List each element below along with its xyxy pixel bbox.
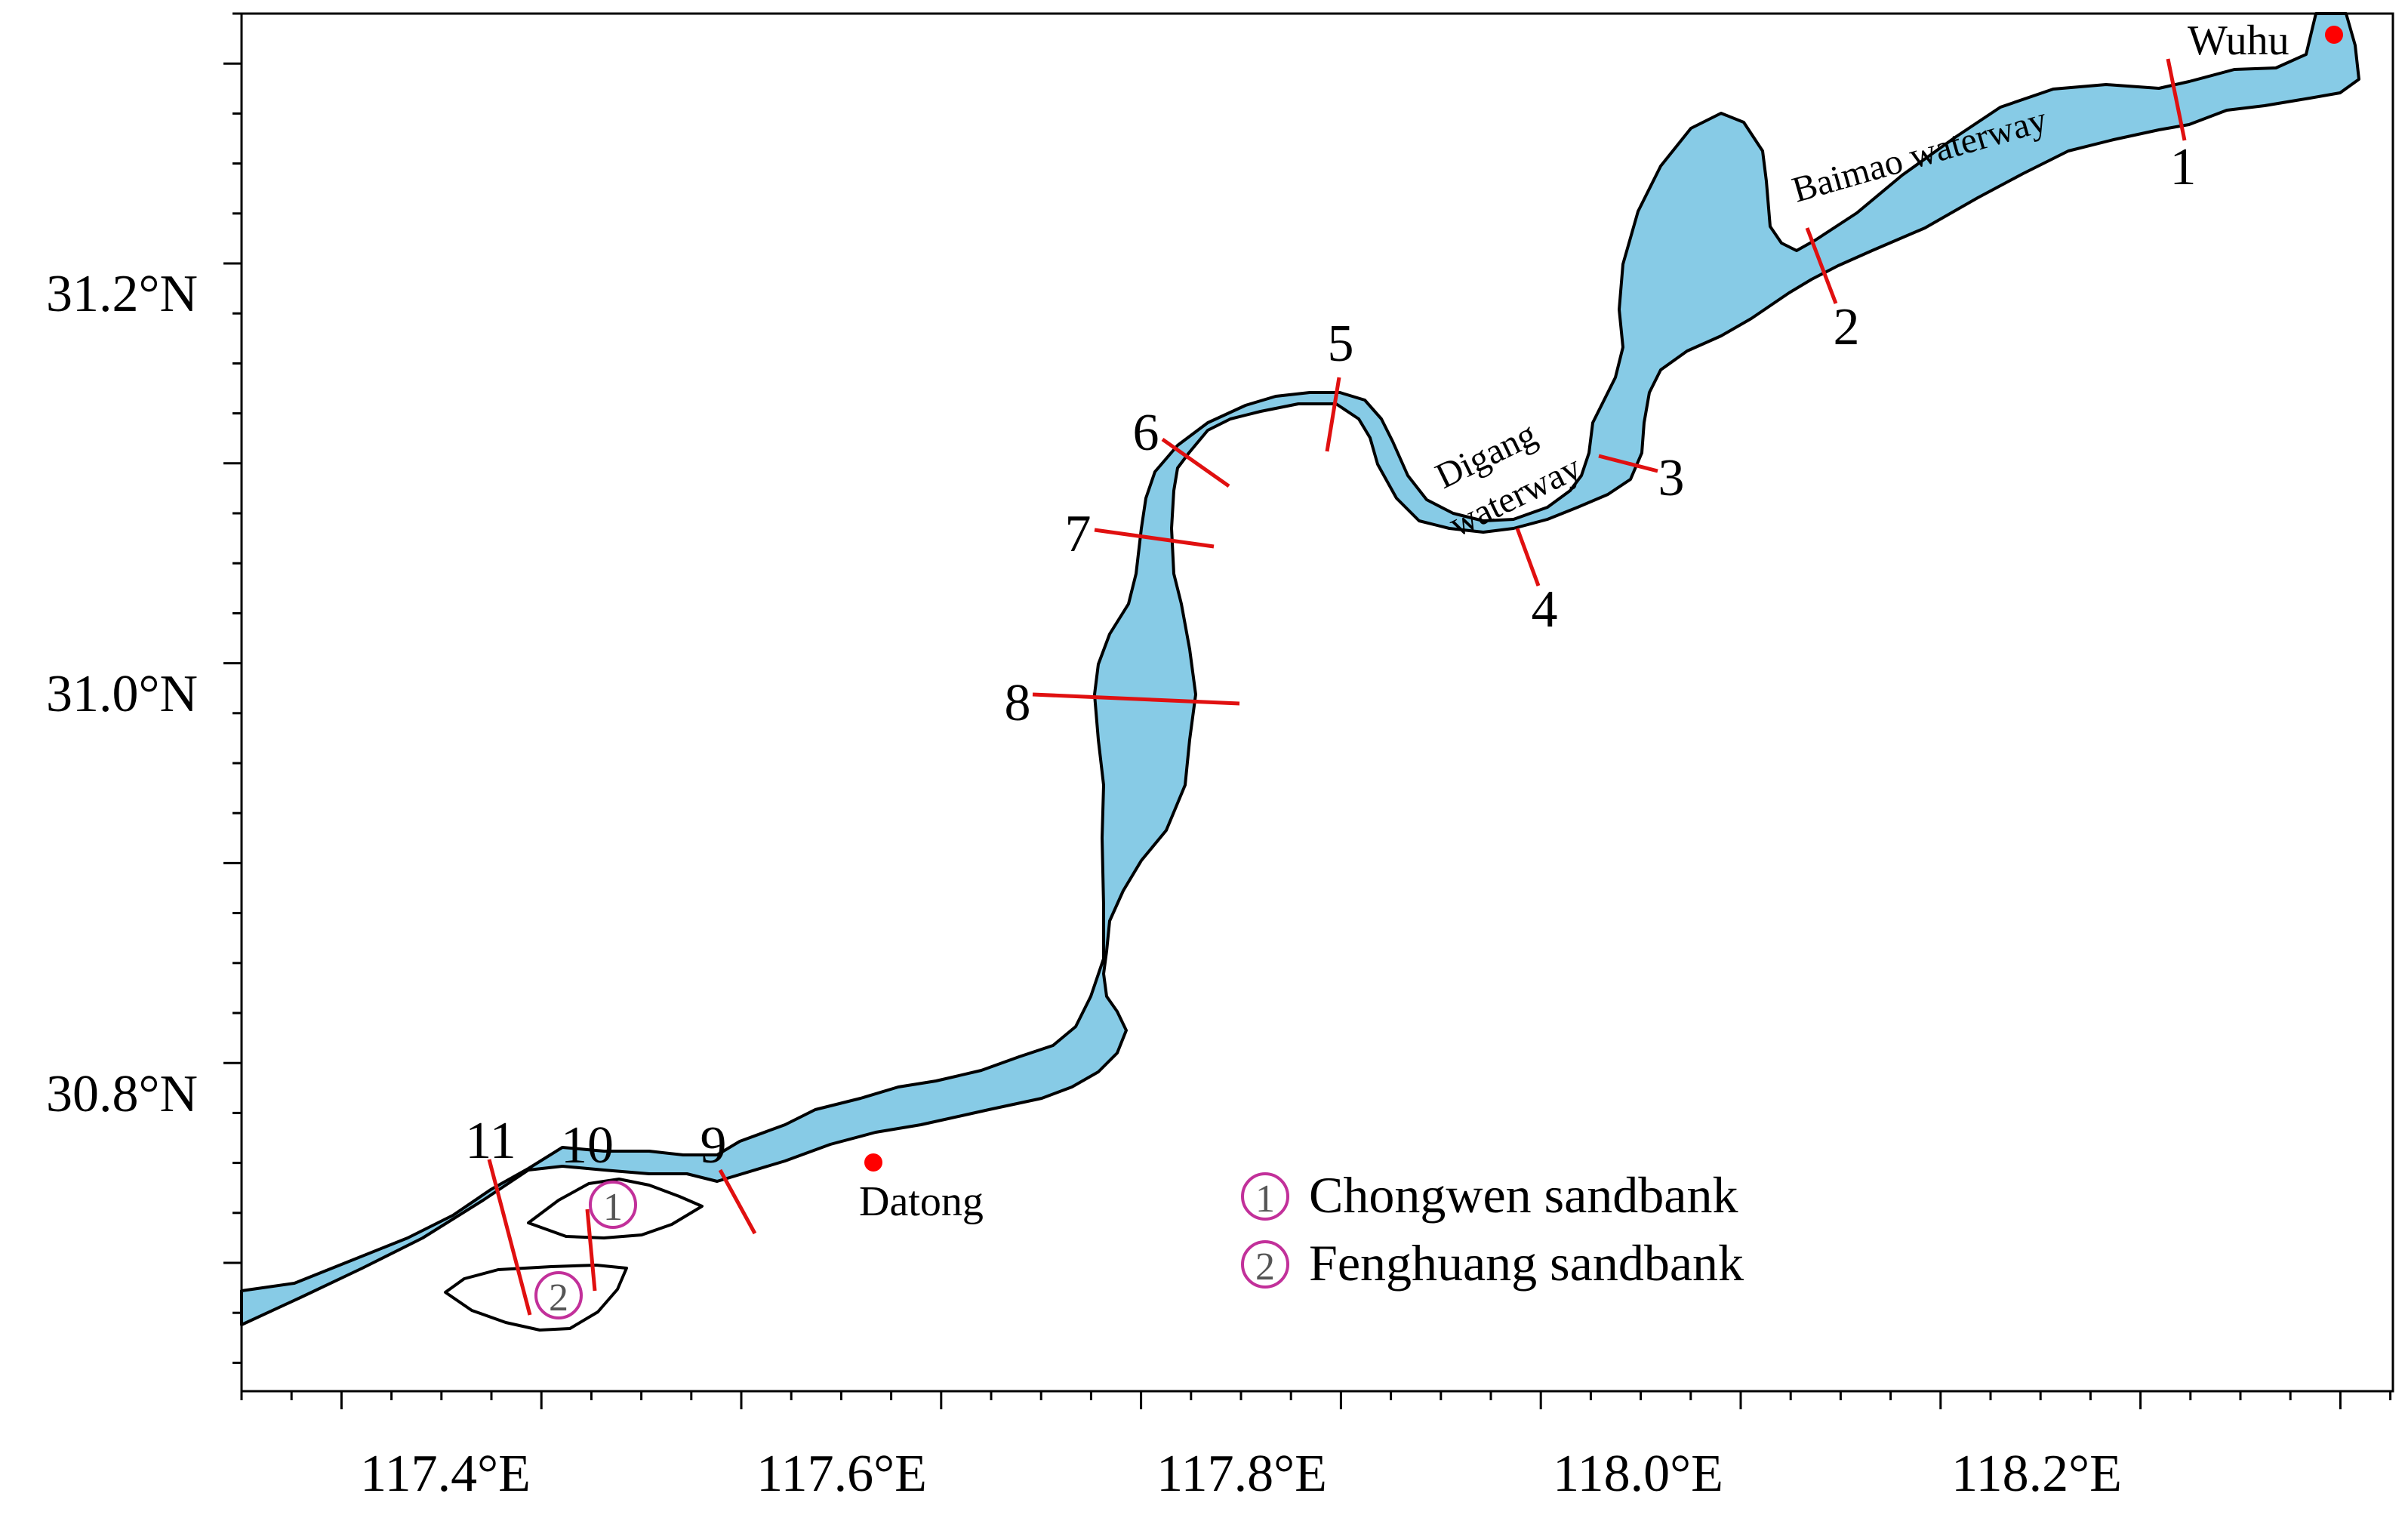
axis-ticks bbox=[223, 12, 2392, 1409]
legend-label: Fenghuang sandbank bbox=[1309, 1234, 1744, 1292]
x-tick-label: 117.4°E bbox=[360, 1445, 531, 1503]
y-tick-label: 31.0°N bbox=[46, 665, 198, 723]
section-number: 4 bbox=[1532, 580, 1558, 639]
legend-entry-fenghuang: 2 Fenghuang sandbank bbox=[1241, 1234, 1744, 1292]
section-number: 6 bbox=[1133, 404, 1159, 462]
city-marker-wuhu bbox=[2325, 26, 2343, 44]
section-number: 5 bbox=[1328, 315, 1354, 373]
sandbank-legend: 1 Chongwen sandbank 2 Fenghuang sandbank bbox=[1241, 1166, 1744, 1292]
legend-marker-number: 1 bbox=[1255, 1178, 1275, 1221]
section-line-7 bbox=[1094, 528, 1215, 549]
section-line-11 bbox=[487, 1159, 532, 1316]
section-number: 11 bbox=[465, 1112, 516, 1170]
section-line-3 bbox=[1598, 454, 1658, 473]
legend-entry-chongwen: 1 Chongwen sandbank bbox=[1241, 1166, 1738, 1224]
city-label-datong: Datong bbox=[859, 1178, 984, 1225]
cross-section-lines bbox=[487, 58, 2187, 1316]
section-line-9 bbox=[718, 1169, 757, 1235]
x-tick-label: 118.0°E bbox=[1553, 1445, 1723, 1503]
section-line-4 bbox=[1515, 528, 1541, 587]
section-line-10 bbox=[585, 1209, 597, 1292]
y-tick-label: 31.2°N bbox=[46, 265, 198, 323]
legend-label: Chongwen sandbank bbox=[1309, 1166, 1738, 1224]
section-number: 10 bbox=[561, 1116, 614, 1175]
x-tick-label: 117.8°E bbox=[1156, 1445, 1327, 1503]
section-line-2 bbox=[1805, 227, 1838, 304]
chongwen-sandbank-island bbox=[527, 1178, 704, 1239]
city-label-wuhu: Wuhu bbox=[2188, 17, 2289, 64]
yangtze-river-channel bbox=[240, 12, 2360, 1326]
legend-marker-number: 2 bbox=[1255, 1245, 1275, 1289]
x-tick-label: 117.6°E bbox=[756, 1445, 927, 1503]
section-number: 9 bbox=[701, 1116, 727, 1175]
x-tick-label: 118.2°E bbox=[1951, 1445, 2122, 1503]
sandbank-marker-2-map: 2 bbox=[534, 1271, 583, 1319]
section-line-1 bbox=[2166, 58, 2187, 141]
sandbank-marker-number: 2 bbox=[549, 1276, 568, 1319]
section-number: 7 bbox=[1065, 505, 1092, 563]
sandbank-marker-number: 1 bbox=[603, 1186, 623, 1229]
section-number: 1 bbox=[2170, 138, 2197, 196]
section-line-5 bbox=[1325, 377, 1341, 452]
section-line-6 bbox=[1161, 437, 1230, 488]
section-number: 3 bbox=[1658, 449, 1685, 507]
city-marker-datong bbox=[864, 1153, 882, 1172]
sandbank-marker-1-map: 1 bbox=[589, 1181, 637, 1229]
section-number: 2 bbox=[1834, 298, 1860, 356]
section-line-8 bbox=[1032, 692, 1240, 706]
y-tick-label: 30.8°N bbox=[46, 1065, 198, 1123]
section-number: 8 bbox=[1005, 674, 1031, 732]
